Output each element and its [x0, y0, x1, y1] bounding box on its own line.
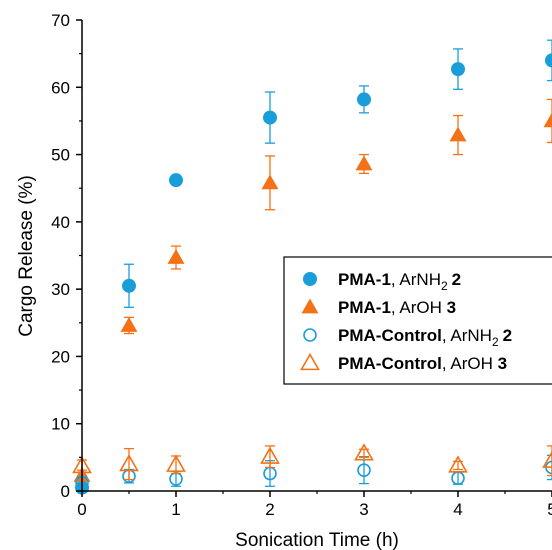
x-axis-label: Sonication Time (h)	[235, 530, 399, 550]
x-tick-label: 2	[265, 500, 274, 519]
legend-marker	[303, 328, 317, 342]
data-point	[449, 126, 467, 142]
data-point	[263, 110, 277, 125]
data-point	[545, 53, 552, 68]
y-tick-label: 60	[51, 78, 70, 97]
data-point	[260, 446, 280, 464]
legend-label: PMA-Control, ArOH 3	[338, 354, 507, 373]
series-1	[75, 39, 552, 495]
y-tick-label: 30	[51, 280, 70, 299]
y-tick-label: 10	[51, 415, 70, 434]
legend: PMA-1, ArNH2 2 PMA-1, ArOH 3 PMA-Control, A…	[283, 256, 552, 385]
data-point	[355, 155, 373, 171]
data-point	[357, 463, 371, 477]
legend-marker	[303, 272, 317, 286]
y-tick-label: 0	[61, 482, 70, 501]
y-tick-label: 70	[51, 11, 70, 30]
data-point	[542, 450, 552, 468]
series-4	[72, 443, 552, 481]
data-point	[166, 454, 186, 472]
x-tick-label: 5	[547, 500, 552, 519]
legend-box	[283, 256, 552, 385]
x-tick-label: 3	[359, 500, 368, 519]
y-tick-label: 40	[51, 213, 70, 232]
series-3	[75, 454, 552, 490]
ticks: 012345010203040506070	[51, 11, 552, 519]
y-tick-label: 50	[51, 146, 70, 165]
data-point	[451, 62, 465, 77]
plot-area	[72, 39, 552, 495]
x-tick-label: 4	[453, 500, 462, 519]
legend-label: PMA-1, ArNH2 2	[338, 270, 461, 293]
legend-label: PMA-1, ArOH 3	[338, 298, 456, 317]
data-point	[354, 443, 374, 461]
x-tick-label: 0	[77, 500, 86, 519]
data-point	[357, 92, 371, 107]
data-point	[122, 278, 136, 293]
y-tick-label: 20	[51, 347, 70, 366]
data-point	[543, 112, 552, 128]
legend-marker	[300, 352, 320, 371]
y-axis-label: Cargo Release (%)	[16, 175, 37, 337]
data-point	[167, 249, 185, 264]
data-point	[448, 455, 468, 473]
data-point	[261, 174, 279, 190]
data-point	[169, 173, 183, 188]
x-tick-label: 1	[171, 500, 180, 519]
data-point	[119, 453, 139, 472]
legend-marker	[301, 298, 319, 314]
axes	[81, 20, 552, 492]
legend-label: PMA-Control, ArNH2 2	[338, 326, 512, 349]
data-point	[120, 316, 138, 332]
